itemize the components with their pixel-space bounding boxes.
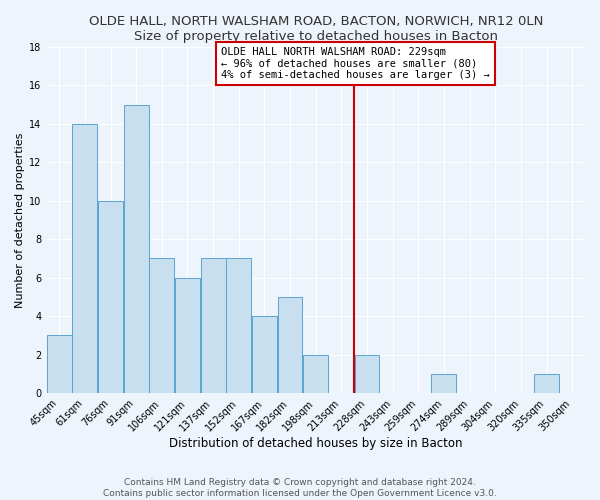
Bar bbox=[200, 258, 226, 393]
Bar bbox=[73, 124, 97, 393]
Bar bbox=[355, 354, 379, 393]
Bar bbox=[124, 104, 149, 393]
Bar bbox=[226, 258, 251, 393]
Bar bbox=[303, 354, 328, 393]
Bar bbox=[252, 316, 277, 393]
Y-axis label: Number of detached properties: Number of detached properties bbox=[15, 132, 25, 308]
Bar bbox=[175, 278, 200, 393]
Bar bbox=[98, 201, 123, 393]
Text: Contains HM Land Registry data © Crown copyright and database right 2024.
Contai: Contains HM Land Registry data © Crown c… bbox=[103, 478, 497, 498]
X-axis label: Distribution of detached houses by size in Bacton: Distribution of detached houses by size … bbox=[169, 437, 463, 450]
Text: OLDE HALL NORTH WALSHAM ROAD: 229sqm
← 96% of detached houses are smaller (80)
4: OLDE HALL NORTH WALSHAM ROAD: 229sqm ← 9… bbox=[221, 47, 490, 80]
Title: OLDE HALL, NORTH WALSHAM ROAD, BACTON, NORWICH, NR12 0LN
Size of property relati: OLDE HALL, NORTH WALSHAM ROAD, BACTON, N… bbox=[89, 15, 543, 43]
Bar bbox=[431, 374, 457, 393]
Bar bbox=[149, 258, 174, 393]
Bar bbox=[534, 374, 559, 393]
Bar bbox=[278, 297, 302, 393]
Bar bbox=[47, 336, 71, 393]
